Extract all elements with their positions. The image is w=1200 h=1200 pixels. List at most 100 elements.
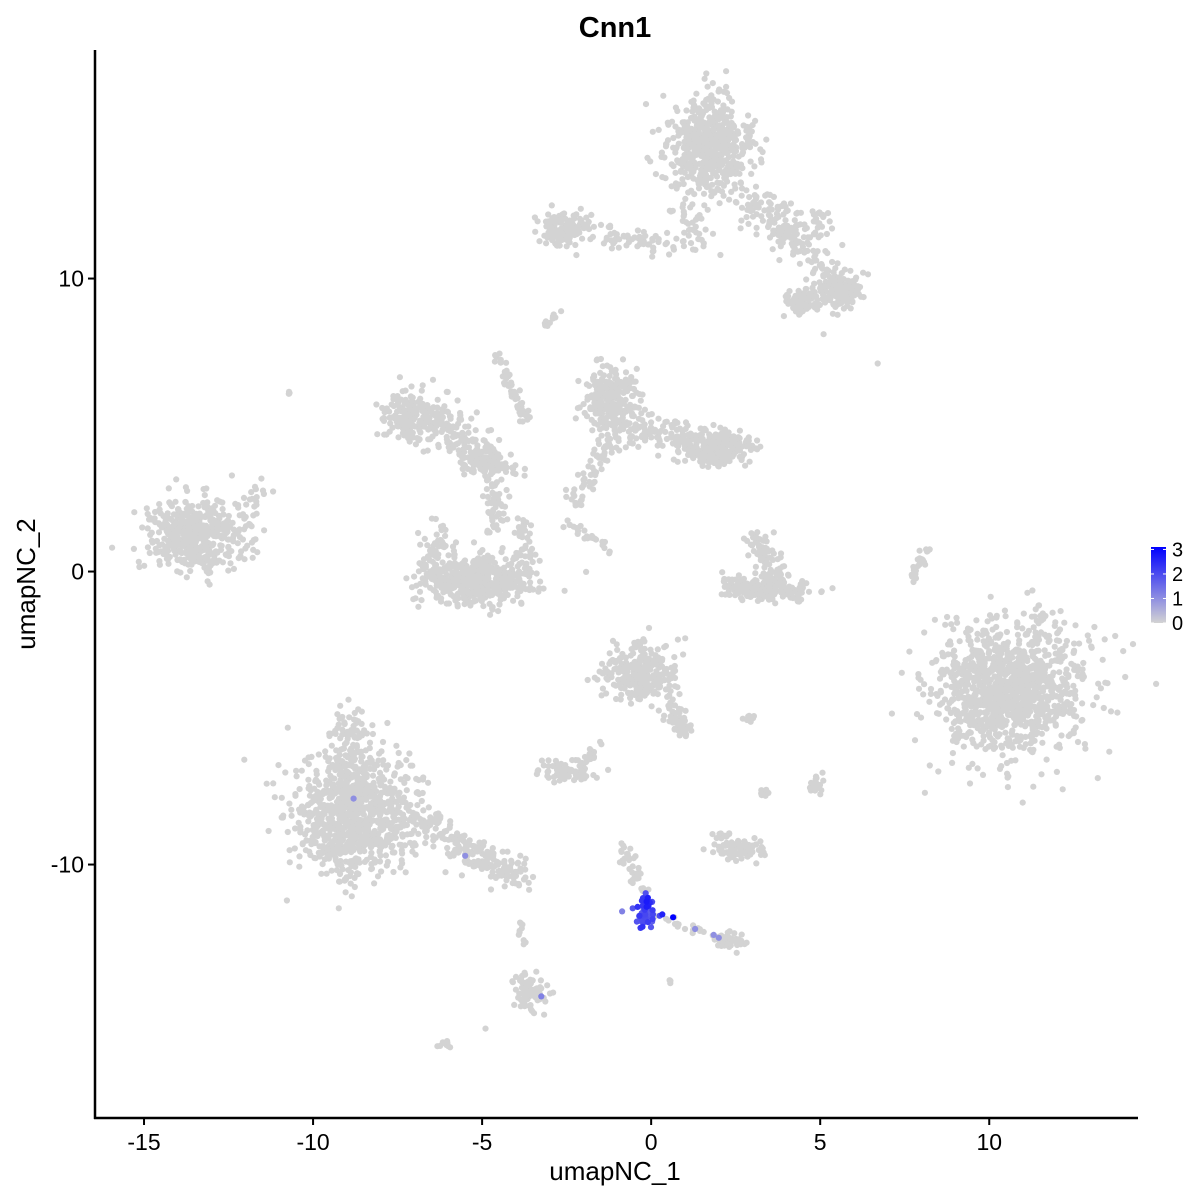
cell-point	[459, 574, 467, 582]
cell-point	[402, 416, 409, 423]
cell-point	[730, 152, 737, 160]
cell-point	[1053, 637, 1060, 644]
cell-point	[443, 436, 450, 443]
cell-point	[741, 144, 748, 151]
cell-point	[691, 147, 698, 154]
cell-point	[558, 308, 565, 315]
cell-point	[676, 425, 684, 432]
cell-point	[847, 267, 854, 274]
cell-point	[758, 159, 765, 166]
cell-point	[579, 235, 586, 242]
cell-point	[690, 102, 698, 109]
cell-point	[898, 669, 905, 676]
cell-point	[813, 218, 820, 225]
cell-point	[462, 444, 469, 451]
cell-point	[777, 575, 784, 582]
cell-point	[717, 424, 724, 431]
cell-point	[1015, 738, 1023, 745]
cell-point	[415, 568, 422, 575]
cell-point	[543, 240, 550, 247]
cell-point	[834, 311, 841, 318]
cell-point	[499, 517, 506, 524]
cell-point	[952, 681, 959, 688]
cell-point	[438, 595, 445, 602]
cell-point	[791, 217, 798, 224]
cell-point	[185, 508, 192, 515]
cell-point	[461, 471, 468, 478]
cell-point	[1041, 647, 1048, 654]
cell-point	[644, 154, 651, 161]
cell-point	[1020, 648, 1027, 655]
cell-point	[409, 394, 416, 401]
cell-point	[403, 575, 410, 582]
cell-point	[796, 260, 804, 267]
cell-point	[974, 765, 981, 772]
cell-point	[472, 427, 479, 434]
cell-point	[189, 518, 196, 525]
cell-point	[228, 472, 235, 479]
cell-point	[204, 578, 211, 585]
cell-point	[551, 229, 558, 236]
cell-point	[1061, 677, 1068, 684]
cell-point	[675, 140, 682, 147]
cell-point	[801, 290, 808, 297]
cell-point	[730, 147, 737, 154]
cell-point	[716, 200, 723, 207]
cell-point	[732, 198, 740, 206]
cell-point	[109, 544, 116, 551]
cell-point	[809, 270, 817, 277]
cell-point	[1074, 738, 1082, 746]
cell-point	[1030, 783, 1037, 790]
cell-point	[407, 402, 414, 409]
cell-point	[728, 98, 736, 105]
cell-point	[815, 234, 822, 241]
cell-point	[583, 214, 590, 221]
cell-point	[179, 511, 186, 518]
cell-point	[489, 490, 497, 497]
chart-title: Cnn1	[579, 12, 652, 44]
cell-point	[981, 641, 988, 649]
cell-point	[672, 123, 679, 130]
cell-point	[701, 75, 708, 82]
cell-point	[201, 492, 208, 499]
cell-point	[444, 408, 451, 415]
cell-point	[956, 638, 963, 645]
cell-point	[768, 206, 775, 213]
cell-point	[578, 502, 585, 509]
cell-point	[780, 211, 787, 218]
cell-point	[615, 438, 622, 445]
cell-point	[439, 414, 446, 421]
cell-point	[656, 436, 663, 444]
cell-point	[888, 710, 896, 717]
cell-point	[919, 559, 926, 566]
cell-point	[723, 83, 730, 90]
cell-point	[517, 579, 525, 587]
cell-point	[422, 561, 429, 569]
cell-point	[937, 668, 945, 676]
cell-point	[812, 229, 819, 236]
cell-point	[761, 547, 768, 554]
cell-point	[217, 546, 225, 554]
cell-point	[595, 440, 603, 448]
cell-point	[829, 276, 836, 283]
cell-point	[419, 382, 426, 389]
cell-point	[514, 405, 522, 412]
cell-point	[165, 485, 172, 492]
cell-point	[799, 578, 806, 585]
cell-point	[598, 399, 605, 406]
cell-point	[574, 471, 582, 478]
cell-point	[844, 302, 851, 309]
cell-point	[673, 235, 680, 242]
cell-point	[1068, 701, 1075, 708]
cell-point	[239, 511, 247, 518]
cell-point	[454, 579, 462, 586]
cell-point	[707, 174, 714, 181]
cell-point	[173, 476, 180, 483]
cell-point	[995, 718, 1002, 725]
cell-point	[822, 248, 829, 255]
cell-point	[780, 223, 787, 230]
cell-point	[521, 472, 528, 479]
cell-point	[1072, 724, 1079, 731]
cell-point	[723, 127, 730, 135]
cell-point	[752, 563, 760, 570]
